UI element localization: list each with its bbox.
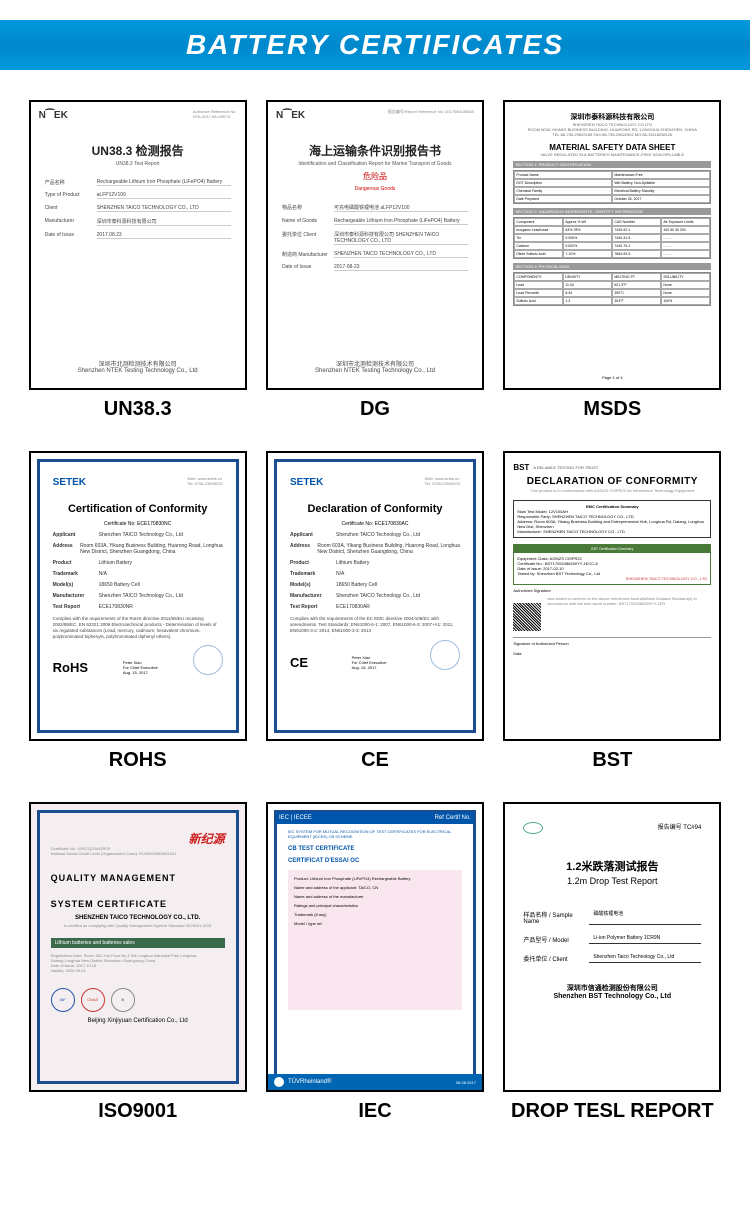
- tuv-bar: TÜVRheinland® 06.08.2017: [268, 1074, 482, 1090]
- caption: BST: [592, 749, 632, 772]
- cert-msds: 深圳市泰科源科技有限公司 SHENZHEN TAICO TECHNOLOGY C…: [503, 100, 722, 421]
- cert-no: Certificate No: ECE170830NC: [53, 521, 223, 527]
- cert-rohs: SETEK Web: www.setek.cnTel: 0755-2359520…: [28, 451, 247, 772]
- iso-title2: SYSTEM CERTIFICATE: [51, 899, 225, 909]
- stamp-icon: [193, 645, 223, 675]
- banner-title: BATTERY CERTIFICATES: [186, 29, 564, 61]
- caption: DROP TESL REPORT: [511, 1100, 714, 1123]
- bst-box1: EMC Certification Summary Main Test Mode…: [513, 500, 711, 538]
- danger-cn: 危险品: [276, 171, 474, 182]
- banner: BATTERY CERTIFICATES: [0, 20, 750, 70]
- tuv-circle-icon: [274, 1077, 284, 1087]
- drop-title-cn: 1.2米跌落测试报告: [523, 858, 701, 874]
- form-lines: 产品名称Rechargeable Lithium Iron Phosphate …: [39, 179, 237, 353]
- setek-logo: SETEK: [53, 477, 86, 488]
- caption: IEC: [358, 1100, 391, 1123]
- iso-scope: Lithium batteries and batteries sales: [51, 938, 225, 948]
- doc-msds: 深圳市泰科源科技有限公司 SHENZHEN TAICO TECHNOLOGY C…: [503, 100, 721, 390]
- drop-lines: 样品名称 / Sample Name磷酸铁锂电池 产品型号 / ModelLi-…: [523, 910, 701, 963]
- x-badge-icon: X: [111, 988, 135, 1012]
- doc-title-en: UN38.3 Test Report: [39, 161, 237, 167]
- iec-title2: CERTIFICAT D'ESSAI OC: [288, 858, 462, 864]
- cert-un383: N⁀EK Authorize Reference No.NTA-2017-08-…: [28, 100, 247, 421]
- bst-logo: BST: [513, 463, 529, 472]
- ref-text: Authorize Reference No.NTA-2017-08-1987-…: [193, 110, 237, 120]
- caption: DG: [360, 398, 390, 421]
- iaf-badge-icon: IAF: [51, 988, 75, 1012]
- ce-mark: CE: [290, 655, 308, 670]
- iec-title1: CB TEST CERTIFICATE: [288, 846, 462, 852]
- iec-content: Product: Lithium Iron Phosphate (LiFePO4…: [288, 870, 462, 1010]
- cert-title: Certification of Conformity: [53, 503, 223, 515]
- doc-un383: N⁀EK Authorize Reference No.NTA-2017-08-…: [29, 100, 247, 390]
- cert-dg: N⁀EK 报告编号/Report Reference No: 201708010…: [265, 100, 484, 421]
- rohs-mark: RoHS: [53, 660, 88, 675]
- msds-table1: Product NameMaintenance-Free DOT Descrip…: [513, 170, 711, 204]
- cert-iso9001: 新纪源 Certificate No: 19917Q20442R0SNation…: [28, 802, 247, 1123]
- doc-title-cn: 海上运输条件识别报告书: [276, 142, 474, 159]
- cert-drop: 报告编号 TC#94 1.2米跌落测试报告 1.2m Drop Test Rep…: [503, 802, 722, 1123]
- doc-rohs: SETEK Web: www.setek.cnTel: 0755-2359520…: [29, 451, 247, 741]
- doc-ce: SETEK Web: www.setek.cnTel: 0755-2359520…: [266, 451, 484, 741]
- cert-bst: BST A RELIABLE TESTING FOR TRUST DECLARA…: [503, 451, 722, 772]
- doc-iec: IEC | IECEE Ref Certif No. IEC SYSTEM FO…: [266, 802, 484, 1092]
- bst-box2: BST Certification Summary Equipment Clas…: [513, 544, 711, 585]
- doc-title-cn: UN38.3 检测报告: [39, 142, 237, 159]
- caption: UN38.3: [104, 398, 172, 421]
- iso-title1: QUALITY MANAGEMENT: [51, 873, 225, 883]
- doc-bst: BST A RELIABLE TESTING FOR TRUST DECLARA…: [503, 451, 721, 741]
- msds-title: MATERIAL SAFETY DATA SHEET: [513, 143, 711, 152]
- danger-en: Dangerous Goods: [276, 186, 474, 192]
- bst-title: DECLARATION OF CONFORMITY: [513, 476, 711, 487]
- caption: MSDS: [583, 398, 641, 421]
- msds-subtitle: VALVE REGULATED SLA BATTERIES MAINTENANC…: [513, 152, 711, 157]
- msds-company-cn: 深圳市泰科源科技有限公司: [513, 112, 711, 122]
- cert-para: Complies with the requirements of the Ro…: [53, 616, 223, 639]
- cert-title: Declaration of Conformity: [290, 503, 460, 515]
- msds-section: SECTION 2: HAZARDOUS INGREDIENTS / IDENT…: [513, 208, 711, 215]
- stamp-icon: [430, 640, 460, 670]
- cert-iec: IEC | IECEE Ref Certif No. IEC SYSTEM FO…: [265, 802, 484, 1123]
- doc-footer: 深圳市北测检测技术有限公司 Shenzhen NTEK Testing Tech…: [39, 353, 237, 380]
- iso-badges: IAF CNAS X: [51, 988, 225, 1012]
- caption: ISO9001: [98, 1100, 177, 1123]
- bst-tag: A RELIABLE TESTING FOR TRUST: [533, 465, 598, 470]
- xinjiyuan-logo: 新纪源: [51, 830, 225, 847]
- ntek-logo: N⁀EK: [39, 110, 68, 121]
- msds-table2: ComponentApprox % WtCAS NumberAir Exposu…: [513, 217, 711, 259]
- ntek-logo: N⁀EK: [276, 110, 305, 121]
- doc-title-en: Identification and Classification Report…: [276, 161, 474, 167]
- doc-dg: N⁀EK 报告编号/Report Reference No: 201708010…: [266, 100, 484, 390]
- msds-table3: COMPONENTSDENSITYMELTING PTSOLUBILITY Le…: [513, 272, 711, 306]
- drop-title-en: 1.2m Drop Test Report: [523, 876, 701, 886]
- cert-ce: SETEK Web: www.setek.cnTel: 0755-2359520…: [265, 451, 484, 772]
- msds-section: SECTION 1: PRODUCT IDENTIFICATION: [513, 161, 711, 168]
- doc-footer: 深圳市北测检测技术有限公司 Shenzhen NTEK Testing Tech…: [276, 353, 474, 380]
- drop-footer: 深圳市信通检测股份有限公司 Shenzhen BST Technology Co…: [523, 983, 701, 1000]
- setek-logo: SETEK: [290, 477, 323, 488]
- cert-para: Complies with the requirements of the EC…: [290, 616, 460, 634]
- caption: CE: [361, 749, 389, 772]
- cnas-badge-icon: CNAS: [81, 988, 105, 1012]
- form-lines: 物品名称可充电磷酸铁锂电池 aLFP12V100 Name of GoodsRe…: [276, 204, 474, 353]
- bst-oval-icon: [523, 822, 543, 834]
- ref-text: 报告编号/Report Reference No: 2017080108830: [388, 110, 474, 115]
- doc-drop: 报告编号 TC#94 1.2米跌落测试报告 1.2m Drop Test Rep…: [503, 802, 721, 1092]
- doc-iso: 新纪源 Certificate No: 19917Q20442R0SNation…: [29, 802, 247, 1092]
- certificates-grid: N⁀EK Authorize Reference No.NTA-2017-08-…: [0, 70, 750, 1143]
- qr-icon: [513, 603, 541, 631]
- caption: ROHS: [109, 749, 167, 772]
- iec-bar: IEC | IECEE Ref Certif No.: [276, 812, 474, 824]
- msds-section: SECTION 3: PHYSICAL DATA: [513, 263, 711, 270]
- cert-no: Certificate No: ECE170830AC: [290, 521, 460, 527]
